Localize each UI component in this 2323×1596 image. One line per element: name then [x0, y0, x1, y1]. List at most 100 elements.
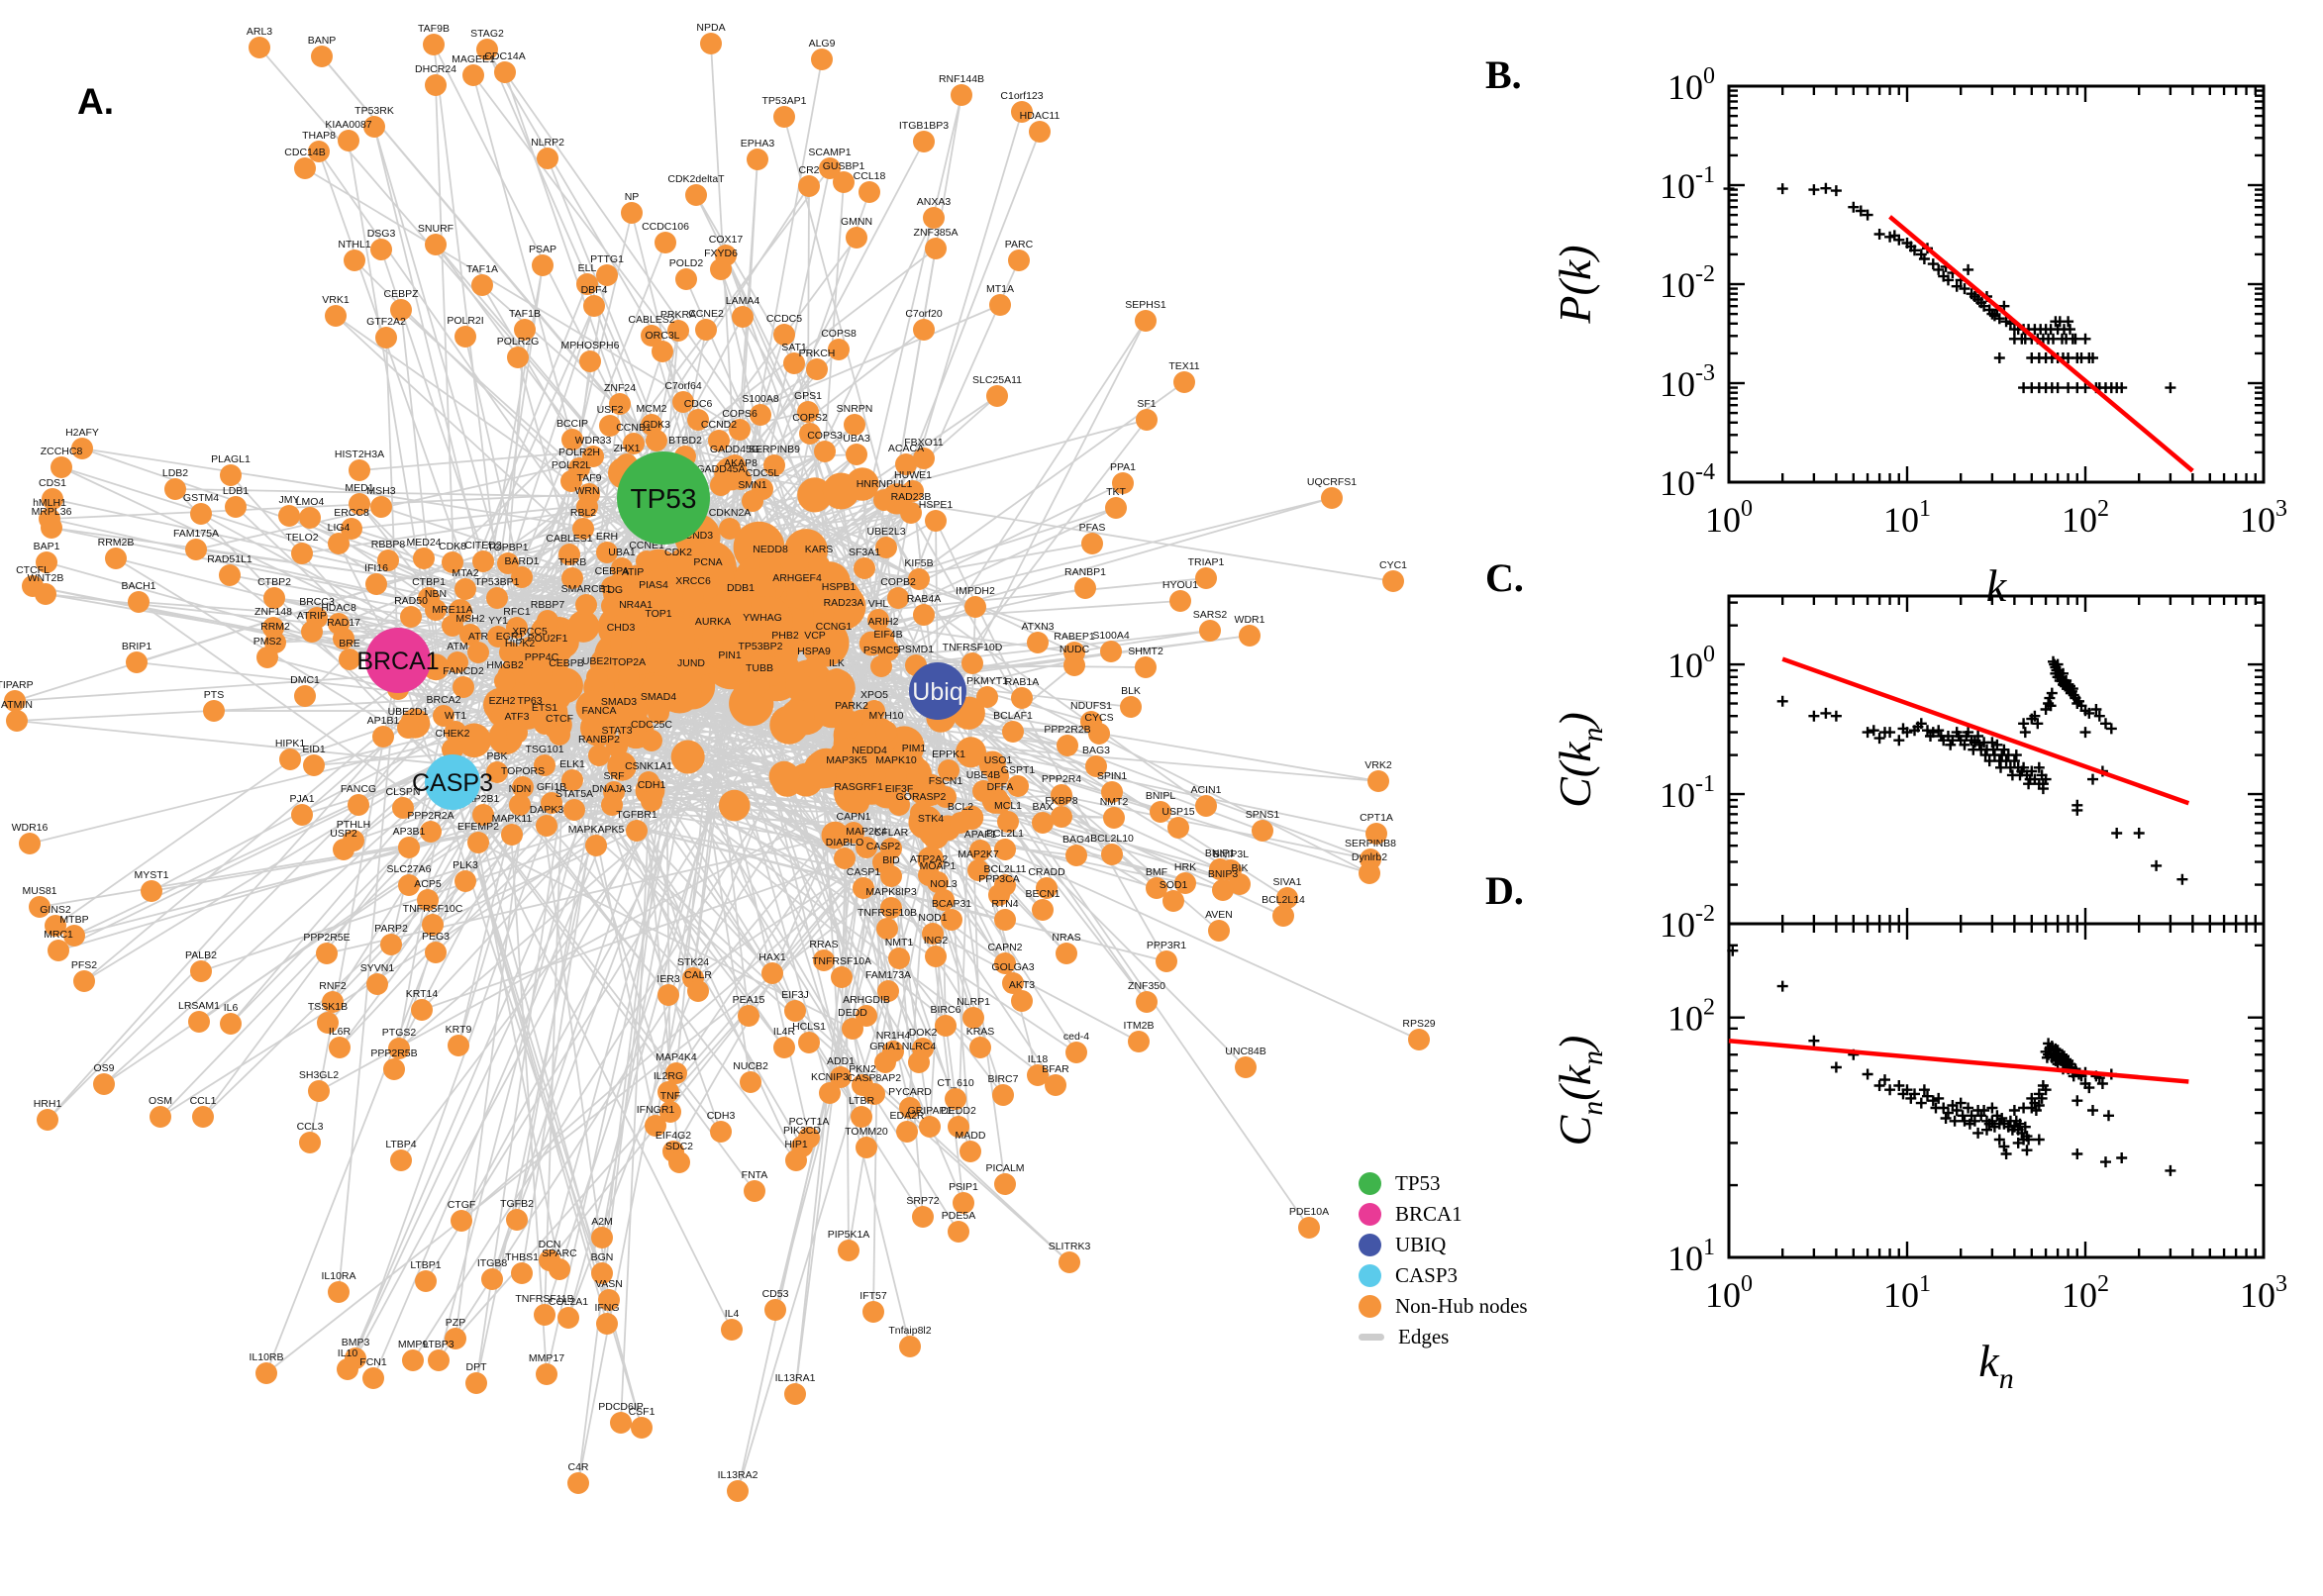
node-label: FCN1	[359, 1356, 387, 1368]
node-label: BACH1	[121, 580, 155, 592]
network-node	[349, 459, 370, 481]
network-node	[657, 1081, 679, 1103]
node-label: NEDD8	[753, 544, 788, 555]
node-label: IL6	[224, 1002, 239, 1014]
network-node	[834, 848, 856, 869]
network-node	[219, 564, 241, 586]
node-label: SF1	[1137, 398, 1156, 410]
node-label: TIPARP	[0, 679, 34, 691]
network-node	[986, 385, 1008, 407]
network-node	[826, 668, 848, 690]
network-node	[773, 1037, 795, 1058]
node-label: NR1H4	[876, 1030, 911, 1042]
node-label: RANBP1	[1064, 566, 1106, 578]
network-node	[255, 1362, 277, 1384]
node-label: SRP72	[906, 1195, 939, 1207]
network-node	[494, 61, 516, 83]
network-node	[328, 533, 350, 554]
network-node	[50, 456, 72, 478]
node-label: PIAS4	[639, 579, 668, 591]
node-label: Tnfaip8l2	[888, 1325, 931, 1337]
node-label: ATMIN	[1, 699, 33, 711]
network-node	[1195, 795, 1217, 817]
node-label: COX17	[709, 234, 744, 246]
node-label: KCNIP3	[811, 1071, 849, 1083]
node-label: GRIPAP1	[908, 1105, 953, 1117]
node-label: ACACA	[888, 443, 924, 454]
node-label: NDUFS1	[1070, 700, 1112, 712]
node-label: KIF5B	[904, 557, 933, 569]
node-label: ATXN3	[1021, 621, 1054, 633]
node-label: CDC5L	[746, 467, 780, 479]
fit-line	[1781, 656, 2190, 806]
network-node	[710, 474, 732, 496]
node-label: PEG3	[422, 931, 450, 943]
network-node	[1135, 656, 1157, 678]
network-node	[308, 1080, 330, 1102]
network-node	[472, 804, 494, 826]
node-label: UBE2I	[582, 655, 612, 667]
node-label: THBS1	[505, 1251, 539, 1263]
network-node	[453, 676, 474, 698]
network-node	[972, 780, 994, 802]
network-node	[1002, 721, 1024, 743]
node-label: NLRC4	[902, 1041, 937, 1052]
network-node	[333, 839, 354, 860]
node-label: hMLH1	[33, 497, 66, 509]
node-label: TGFBR1	[616, 809, 657, 821]
node-label: GRIA1	[869, 1041, 901, 1052]
node-label: BCAP31	[932, 898, 971, 910]
network-node	[601, 595, 623, 617]
network-node	[808, 554, 830, 576]
network-node	[925, 238, 947, 259]
network-node	[833, 171, 855, 193]
network-node	[1321, 487, 1343, 509]
network-node	[636, 550, 657, 572]
network-node	[294, 685, 316, 707]
node-label: PPP4C	[525, 651, 559, 663]
network-node	[291, 804, 313, 826]
tick-label: 10-2	[1660, 261, 1715, 305]
network-node	[445, 1328, 466, 1349]
network-node	[329, 1037, 351, 1058]
network-node	[48, 940, 69, 961]
node-label: KARS	[805, 544, 834, 555]
node-label: PPA1	[1110, 461, 1136, 473]
node-label: PZP	[446, 1317, 465, 1329]
node-label: ATR	[468, 631, 489, 643]
legend-label: BRCA1	[1395, 1202, 1463, 1226]
network-node	[71, 438, 93, 459]
node-label: ING2	[924, 935, 949, 947]
network-node	[1235, 1056, 1257, 1078]
network-node	[576, 273, 598, 295]
node-label: BTBD2	[668, 435, 702, 447]
network-node	[880, 865, 902, 887]
node-label: RPS29	[1402, 1018, 1435, 1030]
node-label: STK24	[677, 956, 709, 968]
node-label: DNAJA3	[592, 783, 632, 795]
node-label: CT_610	[937, 1077, 974, 1089]
network-node	[341, 518, 362, 540]
network-node	[567, 1472, 589, 1494]
node-label: FKBP8	[1045, 795, 1077, 807]
node-label: ITGB1BP3	[899, 120, 949, 132]
node-label: ATIP	[622, 566, 645, 578]
node-label: SDC2	[665, 1141, 693, 1152]
node-label: ATP2A2	[910, 853, 948, 865]
node-label: IFNG	[594, 1302, 619, 1314]
network-node	[844, 414, 865, 436]
node-label: SCAMP1	[808, 147, 851, 158]
network-node	[512, 776, 534, 798]
node-label: CEBPZ	[383, 288, 419, 300]
node-label: MCM2	[637, 403, 667, 415]
node-label: SPNS1	[1246, 809, 1280, 821]
network-node	[442, 739, 463, 760]
network-node	[607, 751, 637, 781]
network-node	[150, 1106, 171, 1128]
node-label: PPP3R1	[1147, 940, 1186, 951]
node-label: STK4	[918, 813, 944, 825]
network-node	[623, 433, 645, 454]
network-node	[768, 760, 800, 792]
network-node	[668, 1151, 690, 1173]
node-label: TUBB	[746, 662, 773, 674]
